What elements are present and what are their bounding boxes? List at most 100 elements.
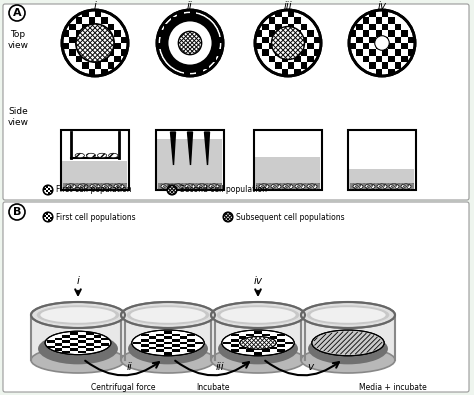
Circle shape <box>9 204 25 220</box>
Bar <box>275 37 282 43</box>
Bar <box>209 56 216 62</box>
Bar <box>101 17 108 24</box>
Bar <box>363 17 369 24</box>
Polygon shape <box>204 132 210 165</box>
Bar <box>63 160 128 188</box>
Bar <box>158 183 222 189</box>
Bar <box>101 43 108 49</box>
Bar <box>101 338 109 340</box>
Ellipse shape <box>132 330 204 356</box>
Ellipse shape <box>173 184 183 189</box>
Ellipse shape <box>295 184 305 189</box>
Bar <box>89 17 95 24</box>
Bar <box>171 17 177 24</box>
Bar <box>76 30 82 37</box>
Bar <box>171 30 177 37</box>
Bar <box>177 62 183 69</box>
Bar <box>95 37 101 43</box>
Bar <box>282 30 288 37</box>
Bar <box>262 339 270 342</box>
Bar <box>348 130 416 190</box>
Bar <box>231 344 239 347</box>
Bar <box>141 339 149 342</box>
Circle shape <box>349 10 415 76</box>
Bar <box>363 43 369 49</box>
Bar <box>301 24 307 30</box>
Bar <box>95 24 101 30</box>
Bar <box>177 37 183 43</box>
Ellipse shape <box>271 184 281 189</box>
Bar <box>48 188 50 190</box>
Text: iv: iv <box>254 276 263 286</box>
Ellipse shape <box>128 333 208 364</box>
Bar <box>180 347 187 350</box>
Ellipse shape <box>185 184 195 189</box>
Bar <box>269 17 275 24</box>
Bar <box>55 338 63 340</box>
Text: B: B <box>13 207 21 217</box>
Ellipse shape <box>109 153 118 158</box>
Bar <box>239 342 246 344</box>
Bar <box>70 332 78 335</box>
Bar <box>239 337 246 339</box>
Bar <box>94 340 101 343</box>
Bar <box>120 37 127 43</box>
Bar <box>277 334 285 337</box>
Bar <box>349 169 414 188</box>
Bar <box>256 30 263 37</box>
Circle shape <box>375 36 389 50</box>
Bar <box>301 37 307 43</box>
Text: iii: iii <box>216 362 224 372</box>
Ellipse shape <box>389 184 399 189</box>
Bar <box>382 11 388 17</box>
Bar <box>209 30 216 37</box>
Bar <box>63 335 70 338</box>
Bar <box>55 343 63 346</box>
Bar <box>246 339 254 342</box>
Ellipse shape <box>218 333 298 364</box>
Bar <box>254 342 262 344</box>
Bar <box>101 69 108 75</box>
Bar <box>44 188 46 190</box>
Ellipse shape <box>78 184 88 189</box>
Ellipse shape <box>222 330 294 356</box>
Bar <box>301 315 395 360</box>
Bar <box>114 56 120 62</box>
Bar <box>196 69 203 75</box>
Ellipse shape <box>283 184 293 189</box>
Bar <box>141 350 149 352</box>
Text: Incubate: Incubate <box>196 383 230 392</box>
Bar <box>294 56 301 62</box>
Bar <box>48 215 50 217</box>
Bar <box>121 315 215 360</box>
Bar <box>82 24 89 30</box>
Ellipse shape <box>377 184 387 189</box>
Ellipse shape <box>127 305 210 325</box>
Ellipse shape <box>121 347 215 373</box>
Bar <box>288 24 294 30</box>
Bar <box>149 347 156 350</box>
Polygon shape <box>301 313 305 362</box>
Bar <box>63 43 69 49</box>
Text: Top
view: Top view <box>8 30 28 50</box>
Bar <box>180 337 187 339</box>
Bar <box>395 24 401 30</box>
Bar <box>55 348 63 351</box>
Bar <box>89 56 95 62</box>
Bar <box>164 49 171 56</box>
Bar <box>177 49 183 56</box>
Bar <box>183 30 190 37</box>
Polygon shape <box>211 313 215 362</box>
Ellipse shape <box>401 184 411 189</box>
Bar <box>277 339 285 342</box>
Bar <box>275 24 282 30</box>
Bar <box>70 348 78 351</box>
Circle shape <box>43 212 53 222</box>
Polygon shape <box>31 313 35 362</box>
Bar <box>203 62 209 69</box>
Ellipse shape <box>130 307 206 323</box>
Bar <box>46 213 48 215</box>
Circle shape <box>164 17 216 69</box>
Bar <box>95 49 101 56</box>
Polygon shape <box>391 313 395 362</box>
